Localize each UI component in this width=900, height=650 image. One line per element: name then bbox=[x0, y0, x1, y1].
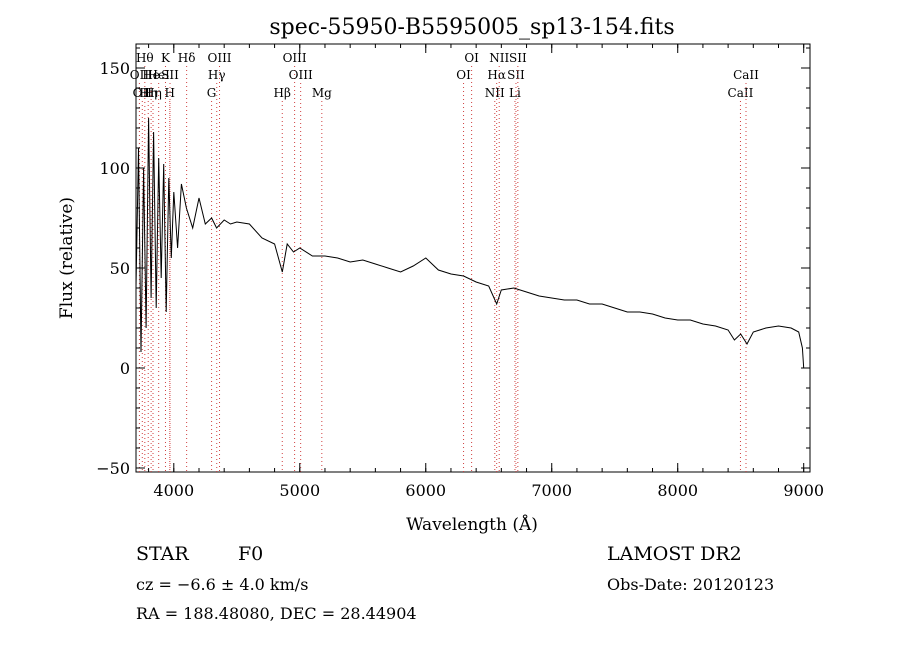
axis-ticks: 4000 5000 6000 7000 8000 9000 −50 0 50 100 150 bbox=[96, 44, 824, 500]
line-marker-label: K bbox=[161, 51, 171, 65]
line-marker-label: OIII bbox=[207, 51, 231, 65]
subclass: F0 bbox=[238, 543, 263, 565]
survey-name: LAMOST DR2 bbox=[607, 543, 742, 565]
line-marker-label: OIII bbox=[289, 68, 313, 82]
line-marker-label: Hη bbox=[144, 86, 162, 100]
line-marker-label: Mg bbox=[312, 86, 332, 100]
x-tick-label: 7000 bbox=[531, 481, 572, 500]
line-marker-label: OI bbox=[464, 51, 479, 65]
line-markers: OIIOIIHθHηHeHηHeIKHSIIHδGHγOIIIHβOIIIOII… bbox=[130, 51, 759, 472]
line-marker-label: HeI bbox=[148, 68, 171, 82]
redshift-text: cz = −6.6 ± 4.0 km/s bbox=[136, 575, 308, 594]
y-tick-label: 150 bbox=[99, 59, 130, 78]
line-marker-label: Hβ bbox=[274, 86, 291, 100]
line-marker-label: CaII bbox=[733, 68, 759, 82]
line-marker-label: NII bbox=[485, 86, 505, 100]
coordinates-text: RA = 188.48080, DEC = 28.44904 bbox=[136, 604, 417, 623]
y-tick-label: 50 bbox=[110, 259, 130, 278]
line-marker-label: He bbox=[142, 68, 160, 82]
line-marker-label: OIII bbox=[283, 51, 307, 65]
x-tick-label: 4000 bbox=[153, 481, 194, 500]
x-tick-label: 5000 bbox=[279, 481, 320, 500]
line-marker-label: OII bbox=[133, 86, 153, 100]
line-marker-label: Hγ bbox=[208, 68, 226, 82]
x-tick-label: 6000 bbox=[405, 481, 446, 500]
line-marker-label: G bbox=[207, 86, 217, 100]
x-tick-label: 8000 bbox=[657, 481, 698, 500]
line-marker-label: Hδ bbox=[178, 51, 196, 65]
y-tick-label: 100 bbox=[99, 159, 130, 178]
obs-date: Obs-Date: 20120123 bbox=[607, 575, 774, 594]
line-marker-label: Hη bbox=[139, 86, 157, 100]
y-tick-label: −50 bbox=[96, 459, 130, 478]
chart-title: spec-55950-B5595005_sp13-154.fits bbox=[269, 15, 674, 40]
line-marker-label: Hα bbox=[487, 68, 506, 82]
line-marker-label: Hθ bbox=[136, 51, 154, 65]
line-marker-label: NII bbox=[489, 51, 509, 65]
line-marker-label: CaII bbox=[728, 86, 754, 100]
line-marker-label: H bbox=[165, 86, 175, 100]
plot-frame bbox=[135, 43, 811, 473]
flux-series-line bbox=[135, 117, 805, 369]
line-marker-label: SII bbox=[509, 51, 527, 65]
x-axis-label: Wavelength (Å) bbox=[406, 514, 538, 535]
line-marker-label: Li bbox=[509, 86, 521, 100]
y-tick-label: 0 bbox=[120, 359, 130, 378]
y-axis-label: Flux (relative) bbox=[57, 197, 77, 319]
object-class: STAR bbox=[136, 543, 189, 565]
line-marker-label: SII bbox=[161, 68, 179, 82]
x-tick-label: 9000 bbox=[783, 481, 824, 500]
line-marker-label: SII bbox=[507, 68, 525, 82]
line-marker-label: OI bbox=[456, 68, 471, 82]
